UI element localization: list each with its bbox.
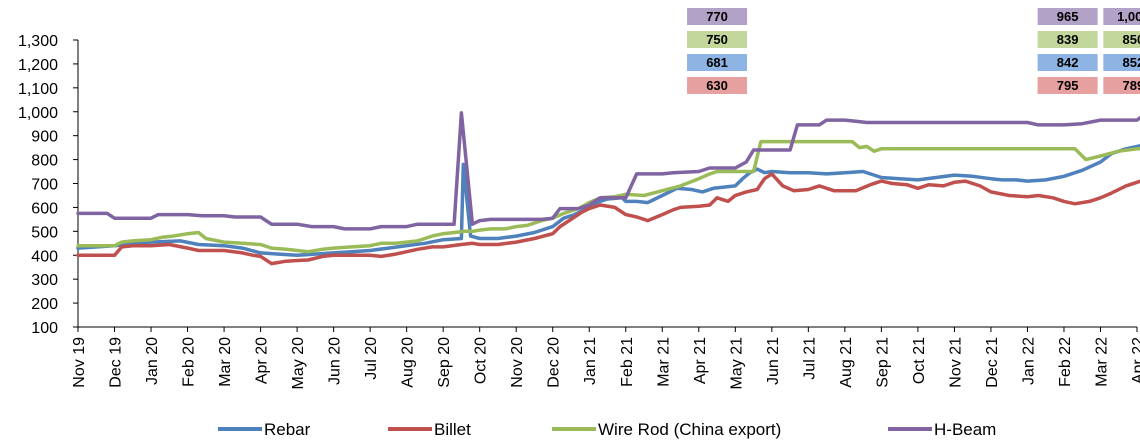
y-tick-label: 1,100: [18, 81, 58, 98]
x-tick-label: Nov 21: [947, 337, 964, 388]
x-tick-label: Jan 21: [582, 337, 599, 385]
y-tick-label: 900: [31, 129, 58, 146]
legend: Rebar Billet Wire Rod (China export) H-Beam: [218, 420, 996, 439]
x-tick-label: Sep 21: [874, 337, 891, 388]
x-tick-label: Feb 21: [619, 337, 636, 387]
value-box: [1103, 77, 1140, 94]
value-box-label: 770: [706, 9, 728, 24]
x-tick-label: Mar 20: [217, 337, 234, 387]
x-tick-label: May 20: [290, 337, 307, 390]
x-tick-label: Feb 20: [181, 337, 198, 387]
x-tick-label: Oct 20: [473, 337, 490, 384]
x-tick-label: Oct 21: [911, 337, 928, 384]
x-tick-label: Mar 21: [655, 337, 672, 387]
y-axis: 100 200 300 400 500 600 700 800 900 1,000 1,100 1,2…: [18, 33, 79, 337]
x-tick-label: Dec 21: [984, 337, 1001, 388]
y-tick-label: 600: [31, 200, 58, 217]
x-tick-label: Jul 20: [363, 337, 380, 380]
x-tick-label: Apr 22: [1130, 337, 1140, 384]
y-tick-label: 200: [31, 296, 58, 313]
value-box-label: 630: [706, 78, 728, 93]
x-tick-label: May 21: [728, 337, 745, 390]
x-tick-label: Aug 20: [400, 337, 417, 388]
x-tick-label: Nov 20: [509, 337, 526, 388]
y-tick-label: 800: [31, 153, 58, 170]
value-box-label: 850: [1122, 32, 1140, 47]
legend-label: H-Beam: [934, 420, 996, 439]
value-box-label: 839: [1057, 32, 1079, 47]
value-box-label: 681: [706, 55, 728, 70]
x-tick-label: Aug 21: [838, 337, 855, 388]
value-box-label: 842: [1057, 55, 1079, 70]
x-tick-label: Apr 21: [692, 337, 709, 384]
x-tick-label: Jan 22: [1020, 337, 1037, 385]
series-line-rebar: [76, 143, 1140, 258]
y-tick-label: 300: [31, 272, 58, 289]
value-box: [687, 54, 748, 71]
x-tick-label: Jul 21: [801, 337, 818, 380]
value-box: [687, 77, 748, 94]
value-label-boxes: 770 750 681 630 965 839 842 795 1,000 850 852 789: [687, 8, 1140, 94]
x-tick-label: Jun 21: [765, 337, 782, 385]
value-box-label: 789: [1122, 78, 1140, 93]
x-tick-label: Apr 20: [254, 337, 271, 384]
value-box-label: 750: [706, 32, 728, 47]
x-tick-label: Feb 22: [1057, 337, 1074, 387]
value-box: [1037, 77, 1098, 94]
legend-label: Billet: [434, 420, 471, 439]
y-tick-label: 400: [31, 248, 58, 265]
y-tick-label: 1,200: [18, 57, 58, 74]
value-box-label: 852: [1122, 55, 1140, 70]
y-tick-label: 1,000: [18, 105, 58, 122]
x-tick-label: Sep 20: [436, 337, 453, 388]
value-box: [1037, 31, 1098, 48]
value-box: [687, 8, 748, 25]
value-box: [1037, 54, 1098, 71]
y-tick-label: 500: [31, 224, 58, 241]
value-box-label: 795: [1057, 78, 1079, 93]
series-line-h-beam: [76, 111, 1140, 231]
series-line-billet: [76, 172, 1140, 266]
y-tick-label: 1,300: [18, 33, 58, 50]
x-tick-label: Mar 22: [1093, 337, 1110, 387]
value-box: [1037, 8, 1098, 25]
legend-label: Wire Rod (China export): [598, 420, 781, 439]
x-tick-label: Jan 20: [144, 337, 161, 385]
y-tick-label: 700: [31, 177, 58, 194]
series-lines: [76, 111, 1140, 266]
value-box: [1103, 54, 1140, 71]
value-box-label: 1,000: [1117, 9, 1140, 24]
x-tick-label: Dec 20: [546, 337, 563, 388]
y-tick-label: 100: [31, 320, 58, 337]
value-box: [687, 31, 748, 48]
x-tick-label: Dec 19: [108, 337, 125, 388]
legend-label: Rebar: [264, 420, 311, 439]
x-tick-label: Nov 19: [71, 337, 88, 388]
value-box: [1103, 8, 1140, 25]
value-box-label: 965: [1057, 9, 1079, 24]
x-axis: Nov 19 Dec 19 Jan 20 Feb 20 Mar 20 Apr 20 May …: [71, 326, 1140, 390]
value-box: [1103, 31, 1140, 48]
x-tick-label: Jun 20: [327, 337, 344, 385]
